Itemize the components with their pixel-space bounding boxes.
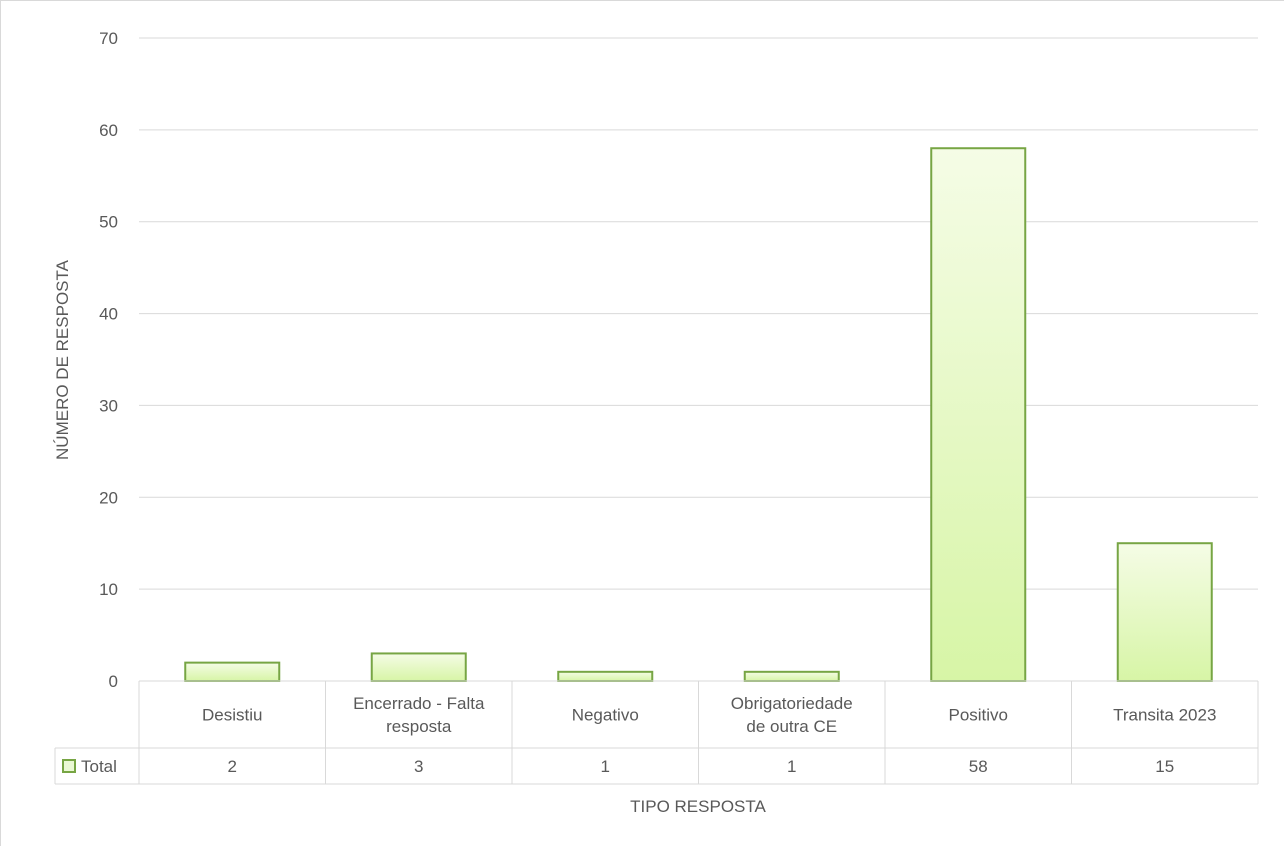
y-tick-label: 70	[99, 29, 118, 48]
y-axis-title: NÚMERO DE RESPOSTA	[53, 259, 72, 460]
y-tick-label: 10	[99, 580, 118, 599]
y-tick-label: 40	[99, 305, 118, 324]
category-label: Transita 2023	[1113, 706, 1216, 725]
bars	[184, 147, 1213, 683]
y-axis-tick-labels: 0 10 20 30 40 50 60 70	[99, 29, 118, 691]
y-tick-label: 20	[99, 488, 118, 507]
category-label: Encerrado - Falta resposta	[353, 694, 485, 736]
x-axis-title: TIPO RESPOSTA	[630, 797, 766, 816]
bar	[557, 670, 654, 682]
data-label: 2	[228, 757, 237, 776]
bar	[743, 670, 840, 682]
data-label: 1	[601, 757, 610, 776]
y-tick-label: 50	[99, 213, 118, 232]
data-label: 1	[787, 757, 796, 776]
category-label: Obrigatoriedade de outra CE	[731, 694, 853, 736]
data-table: Desistiu Encerrado - Falta resposta Negativ…	[54, 680, 1259, 785]
legend-key-icon	[62, 759, 76, 773]
gridlines	[139, 37, 1258, 590]
bar	[930, 147, 1027, 682]
category-label: Desistiu	[202, 706, 262, 725]
legend-series-name: Total	[81, 757, 117, 776]
data-label: 58	[969, 757, 988, 776]
y-tick-label: 60	[99, 121, 118, 140]
y-tick-label: 30	[99, 396, 118, 415]
data-label: 15	[1155, 757, 1174, 776]
category-label: Positivo	[948, 706, 1008, 725]
y-tick-label: 0	[109, 672, 118, 691]
bar	[184, 661, 281, 683]
category-label: Negativo	[572, 706, 639, 725]
bar	[370, 652, 467, 683]
data-label: 3	[414, 757, 423, 776]
bar	[1116, 542, 1213, 683]
